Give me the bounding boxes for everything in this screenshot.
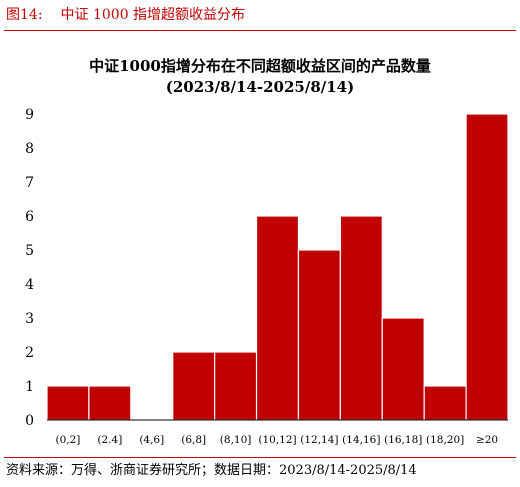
y-tick-label: 5: [25, 243, 34, 259]
bar: [214, 351, 258, 421]
y-tick-label: 9: [25, 107, 34, 123]
x-tick-label: ≥20: [476, 434, 498, 446]
figure-header: 图14: 中证 1000 指增超额收益分布: [6, 4, 514, 26]
bar: [297, 249, 341, 421]
y-axis-ticks: 0 1 2 3 4 5 6 7 8 9: [25, 107, 34, 429]
figure-number: 图14:: [6, 7, 43, 23]
y-tick-label: 3: [25, 311, 34, 327]
x-tick-label: (4,6]: [139, 434, 164, 446]
chart-subtitle: (2023/8/14-2025/8/14): [165, 78, 355, 96]
bars: [46, 113, 509, 421]
y-tick-label: 0: [25, 413, 34, 429]
x-tick-label: (16,18]: [384, 434, 422, 446]
x-tick-label: (6,8]: [181, 434, 206, 446]
bar: [172, 351, 216, 421]
bar: [46, 385, 90, 421]
bar: [423, 385, 467, 421]
source-note: 资料来源：万得、浙商证券研究所；数据日期：2023/8/14-2025/8/14: [6, 463, 417, 478]
chart-title: 中证1000指增分布在不同超额收益区间的产品数量: [89, 57, 431, 75]
footer-divider: [4, 457, 516, 458]
y-tick-label: 4: [25, 277, 34, 293]
y-tick-label: 7: [25, 175, 34, 191]
bar: [381, 317, 425, 421]
bar: [339, 215, 383, 421]
y-tick-label: 1: [25, 379, 34, 395]
x-axis-ticks: (0,2] (2.4] (4,6] (6,8] (8,10] (10,12] (12,14]…: [56, 434, 499, 446]
x-tick-label: (8,10]: [220, 434, 252, 446]
x-tick-label: (12,14]: [300, 434, 338, 446]
x-tick-label: (0,2]: [56, 434, 81, 446]
x-tick-label: (18,20]: [426, 434, 464, 446]
bar: [255, 215, 300, 421]
bar: [465, 113, 509, 421]
bar: [88, 385, 132, 421]
x-tick-label: (14,16]: [342, 434, 380, 446]
y-tick-label: 8: [25, 141, 34, 157]
y-tick-label: 2: [25, 345, 34, 361]
header-divider: [4, 30, 516, 31]
y-tick-label: 6: [25, 209, 34, 225]
x-tick-label: (2.4]: [97, 434, 122, 446]
figure-caption: 中证 1000 指增超额收益分布: [60, 7, 246, 23]
x-tick-label: (10,12]: [258, 434, 296, 446]
